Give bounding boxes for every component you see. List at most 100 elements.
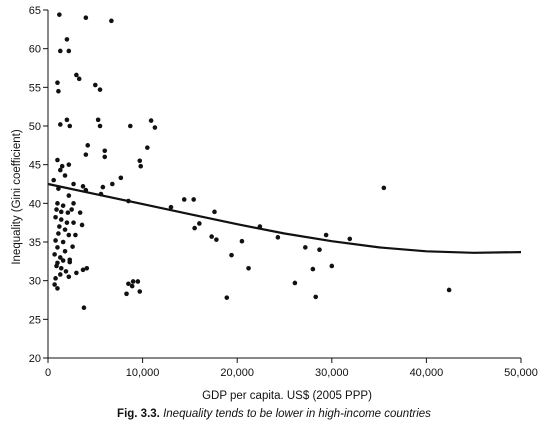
x-tick-label: 50,000	[504, 367, 538, 379]
data-point	[57, 224, 62, 229]
data-point	[60, 203, 66, 208]
data-point	[148, 118, 154, 123]
data-point	[69, 207, 74, 212]
data-point	[85, 143, 91, 148]
data-point	[310, 266, 316, 272]
data-point	[74, 270, 79, 276]
data-point	[124, 291, 129, 297]
data-point	[53, 214, 58, 220]
data-point	[74, 72, 79, 78]
data-point	[59, 163, 65, 169]
data-point	[77, 210, 83, 215]
data-point	[130, 279, 136, 284]
data-point	[80, 184, 86, 189]
x-tick-label: 10,000	[126, 367, 160, 379]
x-axis-label: GDP per capita. US$ (2005 PPP)	[202, 390, 372, 402]
data-point	[275, 235, 281, 240]
data-points	[51, 12, 452, 311]
data-point	[57, 48, 63, 54]
axes	[47, 10, 521, 359]
y-tick-label: 45	[29, 160, 41, 172]
data-point	[83, 15, 89, 21]
data-point	[55, 157, 60, 163]
data-point	[63, 269, 69, 274]
trend-curve	[47, 182, 522, 254]
y-tick-label: 65	[29, 5, 41, 17]
y-tick-label: 55	[29, 82, 41, 94]
data-point	[192, 225, 197, 231]
data-point	[97, 87, 103, 92]
x-tick-label: 30,000	[315, 367, 349, 379]
data-point	[54, 263, 59, 269]
data-point	[313, 294, 319, 300]
data-point	[137, 289, 143, 294]
data-point	[168, 204, 174, 210]
data-point	[292, 280, 298, 286]
data-point	[55, 201, 60, 206]
data-point	[84, 265, 90, 271]
data-point	[135, 279, 141, 284]
data-point	[323, 232, 329, 238]
data-point	[80, 267, 86, 273]
data-point	[209, 234, 214, 239]
data-point	[329, 263, 335, 269]
data-point	[181, 197, 187, 202]
y-tick-label: 60	[29, 44, 41, 56]
data-point	[97, 123, 103, 129]
data-point	[70, 244, 75, 249]
data-point	[54, 207, 59, 212]
data-point	[55, 286, 60, 291]
y-tick-label: 30	[29, 276, 41, 288]
y-tick-label: 40	[29, 198, 41, 210]
data-point	[446, 287, 452, 293]
data-point	[95, 117, 101, 123]
data-point	[66, 193, 72, 198]
data-point	[52, 282, 57, 287]
data-point	[57, 255, 63, 260]
data-point	[129, 283, 135, 289]
data-point	[52, 252, 57, 257]
data-point	[58, 265, 64, 271]
data-point	[58, 217, 64, 222]
data-point	[51, 177, 56, 183]
data-point	[137, 158, 143, 164]
data-point	[381, 185, 387, 191]
y-tick-label: 35	[29, 237, 41, 249]
data-point	[118, 175, 124, 181]
data-point	[55, 80, 60, 85]
scatter-chart: 20 25 30 35 40 45 50 55 60 65 0 10,000 20,000 30,000 4…	[11, 5, 538, 402]
data-point	[109, 18, 114, 24]
data-point	[83, 152, 89, 157]
data-point	[102, 148, 108, 154]
data-point	[71, 181, 76, 187]
figure-caption: Fig. 3.3. Inequality tends to be lower i…	[0, 408, 548, 420]
data-point	[191, 197, 196, 202]
data-point	[65, 210, 71, 215]
data-point	[62, 227, 68, 232]
data-point	[246, 265, 251, 271]
data-point	[66, 48, 72, 54]
data-point	[67, 257, 73, 263]
data-point	[197, 221, 202, 226]
y-tick-label: 25	[29, 314, 41, 326]
x-tick-label: 20,000	[220, 367, 254, 379]
y-tick-label: 50	[29, 121, 41, 133]
data-point	[64, 220, 70, 225]
data-point	[57, 272, 63, 277]
data-point	[102, 154, 108, 160]
data-point	[126, 281, 131, 287]
data-point	[64, 117, 70, 123]
data-point	[128, 123, 133, 129]
data-point	[73, 232, 78, 238]
data-point	[56, 88, 61, 94]
data-point	[93, 82, 98, 88]
data-point	[317, 247, 322, 253]
data-point	[55, 245, 60, 250]
trend-line	[47, 182, 522, 254]
data-point	[214, 237, 219, 242]
y-tick-label: 20	[29, 353, 41, 365]
data-point	[224, 295, 230, 300]
data-point	[138, 163, 144, 169]
data-point	[303, 245, 308, 250]
data-point	[56, 231, 61, 236]
